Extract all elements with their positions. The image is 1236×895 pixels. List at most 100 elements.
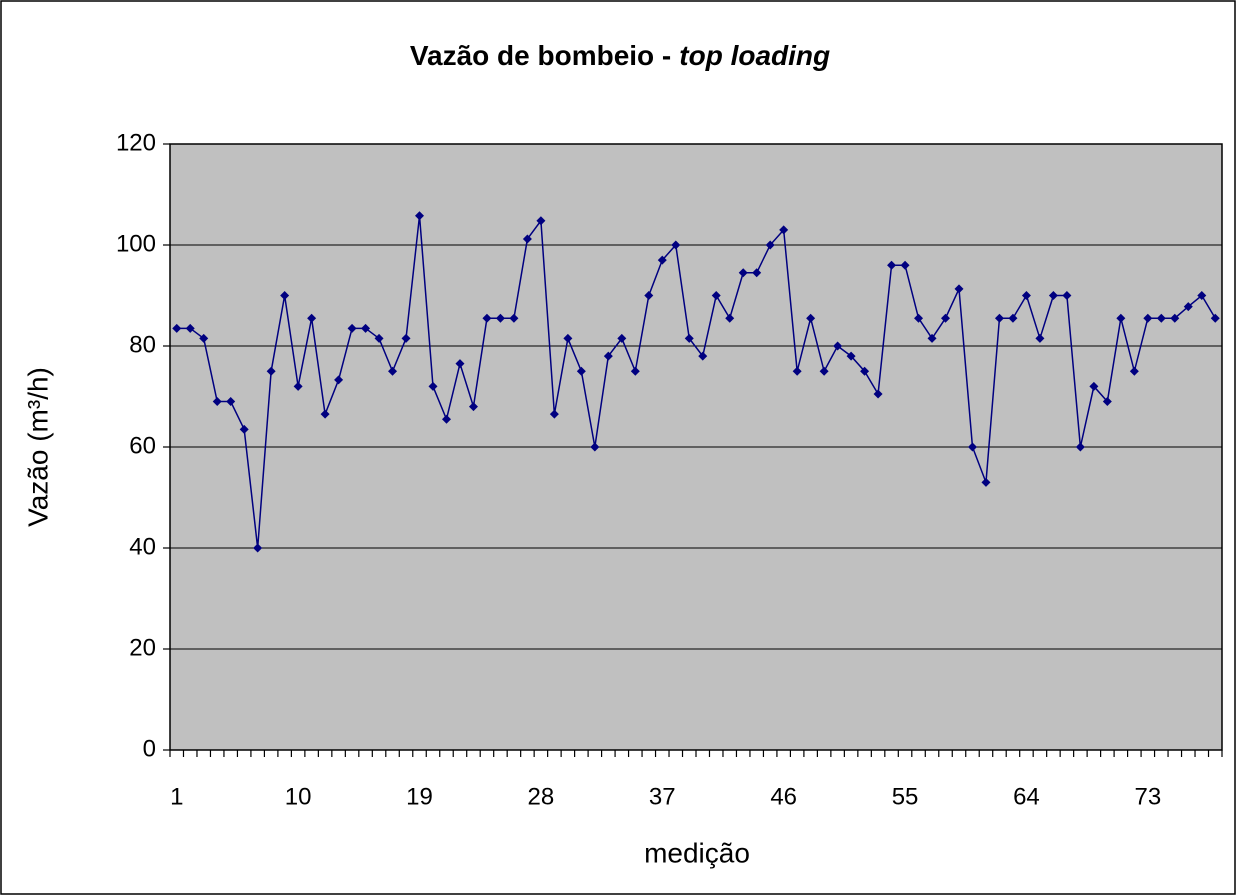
- data-point: [361, 323, 371, 333]
- title-main: Vazão de bombeio -: [410, 40, 671, 71]
- data-point: [226, 397, 236, 407]
- data-point: [630, 366, 640, 376]
- data-point: [320, 409, 330, 419]
- x-axis-label: medição: [644, 837, 750, 868]
- x-tick-label: 10: [285, 783, 312, 810]
- data-point: [1035, 333, 1045, 343]
- data-point: [833, 341, 843, 351]
- data-point: [1210, 313, 1220, 323]
- data-point: [698, 351, 708, 361]
- data-point: [914, 313, 924, 323]
- x-tick-label: 64: [1013, 783, 1040, 810]
- data-point: [1183, 302, 1193, 312]
- data-point: [1089, 381, 1099, 391]
- data-point: [280, 291, 290, 300]
- data-point: [266, 366, 276, 376]
- data-point: [806, 313, 816, 323]
- data-point: [307, 313, 317, 323]
- data-point: [967, 442, 977, 452]
- data-point: [334, 375, 344, 385]
- data-point: [617, 333, 627, 343]
- data-point: [779, 225, 789, 235]
- data-point: [657, 255, 667, 265]
- data-point: [644, 291, 654, 300]
- data-point: [738, 268, 748, 278]
- data-point: [199, 333, 209, 343]
- data-point: [1197, 291, 1207, 300]
- data-point: [1062, 291, 1072, 300]
- title-italic: top loading: [679, 40, 830, 71]
- data-point: [671, 240, 681, 250]
- y-tick-label: 80: [129, 331, 156, 358]
- data-point: [941, 313, 951, 323]
- data-point: [711, 291, 721, 300]
- x-tick-label: 28: [528, 783, 555, 810]
- data-point: [482, 313, 492, 323]
- y-tick-label: 120: [116, 129, 156, 156]
- y-tick-label: 20: [129, 634, 156, 661]
- chart-title: Vazão de bombeio - top loading: [410, 40, 830, 71]
- data-point: [954, 284, 964, 294]
- data-point: [185, 323, 195, 333]
- data-point: [441, 414, 451, 424]
- x-tick-label: 55: [892, 783, 919, 810]
- data-point: [172, 323, 182, 333]
- x-tick-label: 73: [1134, 783, 1161, 810]
- data-point: [563, 333, 573, 343]
- data-point: [819, 366, 829, 376]
- data-point: [253, 543, 263, 553]
- data-point: [684, 333, 694, 343]
- data-point: [293, 381, 303, 391]
- data-point: [1143, 313, 1153, 323]
- data-point: [522, 234, 532, 244]
- data-point: [576, 366, 586, 376]
- data-point: [994, 313, 1004, 323]
- y-tick-label: 0: [143, 735, 156, 762]
- data-point: [401, 333, 411, 343]
- data-point: [765, 240, 775, 250]
- data-point: [1102, 397, 1112, 407]
- data-point: [1116, 313, 1126, 323]
- data-point: [887, 260, 897, 270]
- data-point: [495, 313, 505, 323]
- data-point: [374, 333, 384, 343]
- data-point: [347, 323, 357, 333]
- data-point: [846, 351, 856, 361]
- y-tick-label: 40: [129, 533, 156, 560]
- data-point: [752, 268, 762, 278]
- data-point: [415, 211, 425, 221]
- data-point: [1008, 313, 1018, 323]
- data-point: [212, 397, 222, 407]
- data-point: [1156, 313, 1166, 323]
- y-axis-label: Vazão (m³/h): [22, 367, 53, 527]
- data-point: [981, 477, 991, 487]
- data-point: [1129, 366, 1139, 376]
- data-point: [900, 260, 910, 270]
- data-point: [860, 366, 870, 376]
- data-point: [549, 409, 559, 419]
- data-point: [1048, 291, 1058, 300]
- x-tick-label: 1: [170, 783, 183, 810]
- data-point: [509, 313, 519, 323]
- x-tick-label: 19: [406, 783, 433, 810]
- data-point: [792, 366, 802, 376]
- data-point: [1021, 291, 1031, 300]
- data-point: [927, 333, 937, 343]
- data-point: [725, 313, 735, 323]
- y-tick-label: 60: [129, 432, 156, 459]
- data-point: [468, 402, 478, 412]
- y-tick-label: 100: [116, 230, 156, 257]
- data-point: [590, 442, 600, 452]
- x-tick-label: 37: [649, 783, 676, 810]
- data-point: [873, 389, 883, 399]
- data-line: [176, 215, 1216, 549]
- data-point: [536, 216, 546, 226]
- data-point: [239, 424, 249, 434]
- data-point: [1170, 313, 1180, 323]
- x-tick-label: 46: [770, 783, 797, 810]
- data-point: [428, 381, 438, 391]
- data-point: [603, 351, 613, 361]
- data-point: [388, 366, 398, 376]
- data-point: [1075, 442, 1085, 452]
